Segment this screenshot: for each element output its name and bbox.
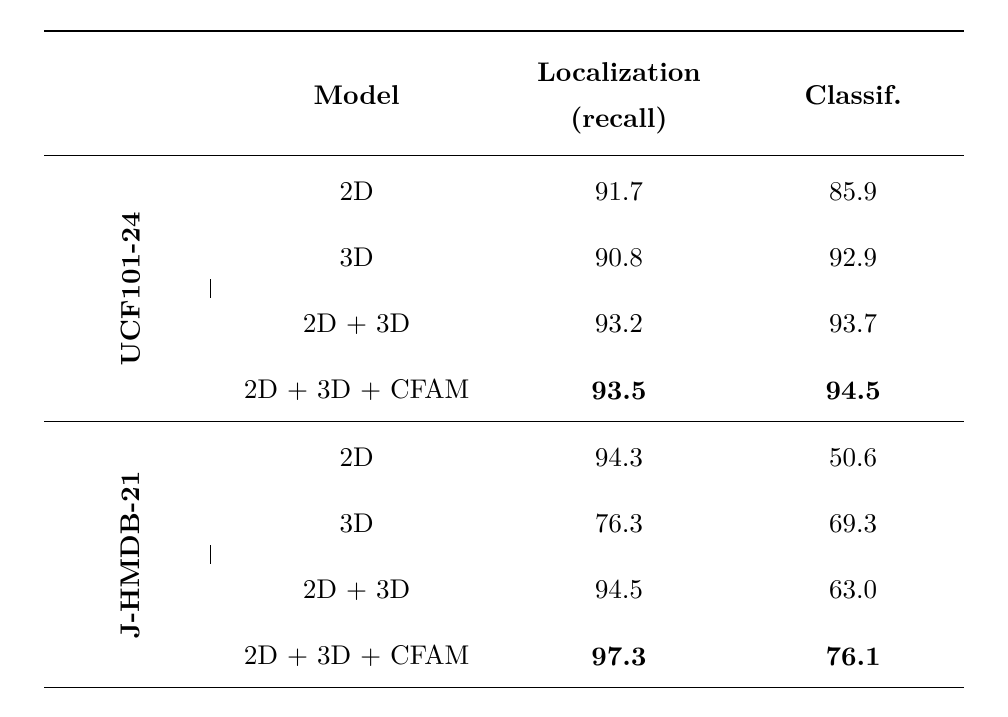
cell-model: 2D xyxy=(217,155,495,222)
header-model: Model xyxy=(217,31,495,156)
header-localization-sub: (recall) xyxy=(504,96,734,137)
table-row: J-HMDB-21 2D 94.3 50.6 xyxy=(44,421,964,488)
cell-clf: 92.9 xyxy=(742,222,964,288)
group-label-ucf101-24: UCF101-24 xyxy=(44,155,217,421)
table-header-row: Model Localization (recall) Classif. xyxy=(44,31,964,156)
group-label-text: UCF101-24 xyxy=(108,211,147,365)
cell-model: 3D xyxy=(217,222,495,288)
cell-model: 2D + 3D xyxy=(217,554,495,620)
header-localization: Localization (recall) xyxy=(496,31,742,156)
results-table: Model Localization (recall) Classif. UCF… xyxy=(44,30,964,688)
header-classif: Classif. xyxy=(742,31,964,156)
table-row: UCF101-24 2D 91.7 85.9 xyxy=(44,155,964,222)
cell-clf: 63.0 xyxy=(742,554,964,620)
cell-model: 2D xyxy=(217,421,495,488)
cell-clf: 93.7 xyxy=(742,288,964,354)
cell-loc: 76.3 xyxy=(496,488,742,554)
cell-clf: 69.3 xyxy=(742,488,964,554)
cell-clf: 94.5 xyxy=(742,354,964,422)
cell-loc: 91.7 xyxy=(496,155,742,222)
cell-loc: 94.3 xyxy=(496,421,742,488)
cell-loc: 94.5 xyxy=(496,554,742,620)
cell-loc: 93.5 xyxy=(496,354,742,422)
results-table-container: Model Localization (recall) Classif. UCF… xyxy=(44,30,964,688)
group-label-text: J-HMDB-21 xyxy=(108,470,147,637)
cell-model: 2D + 3D + CFAM xyxy=(217,354,495,422)
group-side-rule xyxy=(210,545,211,564)
cell-clf: 50.6 xyxy=(742,421,964,488)
header-spacer xyxy=(44,31,217,156)
cell-model: 2D + 3D xyxy=(217,288,495,354)
cell-model: 3D xyxy=(217,488,495,554)
cell-clf: 76.1 xyxy=(742,620,964,688)
cell-loc: 90.8 xyxy=(496,222,742,288)
header-localization-main: Localization xyxy=(537,50,701,89)
cell-loc: 97.3 xyxy=(496,620,742,688)
group-label-jhmdb-21: J-HMDB-21 xyxy=(44,421,217,687)
group-side-rule xyxy=(210,279,211,298)
cell-loc: 93.2 xyxy=(496,288,742,354)
cell-model: 2D + 3D + CFAM xyxy=(217,620,495,688)
cell-clf: 85.9 xyxy=(742,155,964,222)
